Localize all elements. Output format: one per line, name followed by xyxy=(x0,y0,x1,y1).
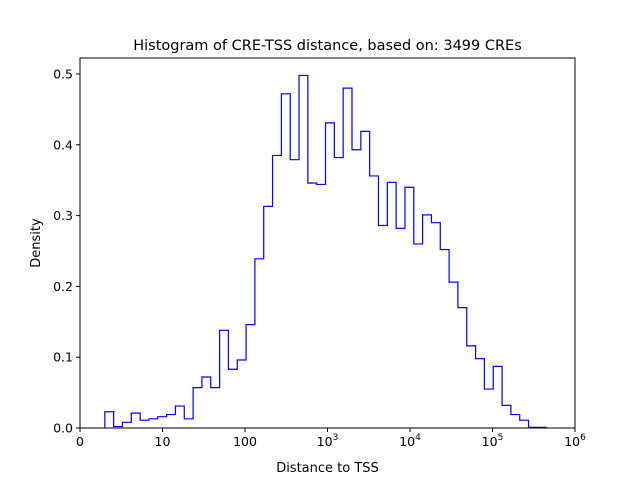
histogram-bin xyxy=(484,389,493,428)
x-tick-label: 103 xyxy=(317,433,339,449)
x-tick-label: 104 xyxy=(399,433,421,449)
histogram-bin xyxy=(246,325,255,428)
y-tick-label: 0.4 xyxy=(53,137,73,152)
histogram-bin xyxy=(175,406,184,428)
histogram-bin xyxy=(255,259,264,428)
histogram-bin xyxy=(131,413,140,428)
histogram-bin xyxy=(502,405,511,428)
histogram-bin xyxy=(370,176,379,428)
histogram-bin xyxy=(281,94,290,428)
histogram-bin xyxy=(299,75,308,428)
y-axis-label: Density xyxy=(29,218,44,268)
y-tick-label: 0.1 xyxy=(53,350,73,365)
histogram-bin xyxy=(237,360,246,428)
histogram-bin xyxy=(220,330,229,428)
x-axis-label: Distance to TSS xyxy=(276,461,379,476)
histogram-bin xyxy=(343,88,352,428)
histogram-bin xyxy=(361,131,370,428)
x-tick-label: 0 xyxy=(76,434,84,449)
histogram-bin xyxy=(520,420,529,428)
histogram-bin xyxy=(493,366,502,428)
histogram-bin xyxy=(158,417,167,428)
histogram-step-line xyxy=(104,74,547,428)
histogram-bin xyxy=(105,412,114,428)
x-tick-label: 100 xyxy=(233,434,257,449)
y-tick-label: 0.3 xyxy=(53,208,73,223)
x-axis: 0 10 100 103 104 105 106 xyxy=(76,428,586,449)
histogram-bin xyxy=(184,419,193,428)
histogram-bin xyxy=(476,359,485,428)
y-axis: 0.0 0.1 0.2 0.3 0.4 0.5 xyxy=(53,67,80,436)
histogram-bin xyxy=(423,215,432,428)
chart-title: Histogram of CRE-TSS distance, based on:… xyxy=(133,38,522,54)
histogram-bin xyxy=(122,422,131,428)
histogram-bin xyxy=(396,228,405,428)
histogram-bin xyxy=(414,244,423,428)
histogram-bin xyxy=(317,184,326,428)
histogram-bin xyxy=(326,123,335,428)
histogram-bin xyxy=(467,346,476,428)
histogram-bin xyxy=(405,187,414,428)
histogram-bin xyxy=(352,150,361,428)
histogram-bin xyxy=(387,182,396,428)
histogram-bin xyxy=(458,308,467,428)
histogram-bin xyxy=(140,420,149,428)
histogram-bin xyxy=(273,155,282,428)
y-tick-label: 0.5 xyxy=(53,67,73,82)
x-tick-label: 10 xyxy=(155,434,171,449)
histogram-bin xyxy=(378,226,387,428)
histogram-bin xyxy=(264,206,273,428)
histogram-bin xyxy=(228,369,237,428)
y-tick-label: 0.0 xyxy=(53,421,73,436)
x-tick-label: 106 xyxy=(564,433,586,449)
histogram-bin xyxy=(211,388,220,428)
histogram-bin xyxy=(334,158,343,428)
histogram-bin xyxy=(431,223,440,428)
histogram-bin xyxy=(167,415,176,428)
plot-area xyxy=(104,74,547,428)
y-tick-label: 0.2 xyxy=(53,279,73,294)
histogram-bin xyxy=(202,377,211,428)
histogram-bin xyxy=(511,415,520,428)
x-tick-label: 105 xyxy=(482,433,504,449)
histogram-bin xyxy=(290,160,299,428)
histogram-bin xyxy=(149,419,158,428)
histogram-bin xyxy=(308,183,317,428)
histogram-bin xyxy=(193,388,202,428)
histogram-bin xyxy=(449,282,458,428)
histogram-bin xyxy=(440,250,449,428)
